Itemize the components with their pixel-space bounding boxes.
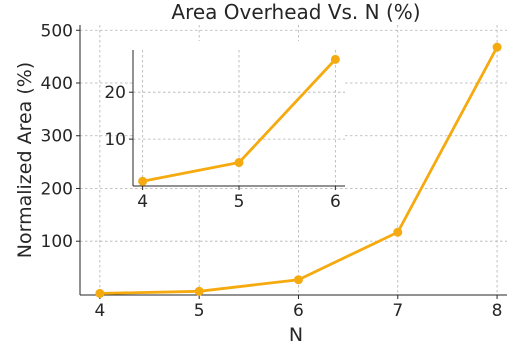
x-tick-label: 7 — [392, 301, 403, 321]
y-tick-label: 10 — [104, 130, 126, 150]
data-point — [492, 42, 502, 52]
data-point — [95, 288, 105, 298]
x-tick-label: 6 — [330, 192, 341, 212]
chart-title: Area Overhead Vs. N (%) — [171, 0, 420, 24]
x-axis-label: N — [289, 324, 303, 341]
x-tick-label: 4 — [94, 301, 105, 321]
x-tick-label: 5 — [234, 192, 245, 212]
data-point — [330, 54, 340, 64]
main-plot: 4 5 6 7 8 100 200 300 400 500 — [41, 21, 507, 321]
data-point — [393, 227, 403, 237]
x-tick-label: 5 — [194, 301, 205, 321]
x-tick-label: 6 — [293, 301, 304, 321]
y-tick-label: 200 — [41, 179, 73, 199]
data-point — [138, 176, 148, 186]
y-tick-label: 20 — [104, 83, 126, 103]
data-point — [234, 158, 244, 168]
y-tick-label: 500 — [41, 21, 73, 41]
data-point — [194, 286, 204, 296]
x-tick-label: 8 — [492, 301, 503, 321]
inset-plot: 4 5 6 10 20 — [104, 50, 345, 212]
y-axis-label: Normalized Area (%) — [14, 62, 36, 258]
y-tick-label: 300 — [41, 127, 73, 147]
y-tick-label: 100 — [41, 232, 73, 252]
y-tick-label: 400 — [41, 74, 73, 94]
x-tick-label: 4 — [137, 192, 148, 212]
data-point — [293, 275, 303, 285]
